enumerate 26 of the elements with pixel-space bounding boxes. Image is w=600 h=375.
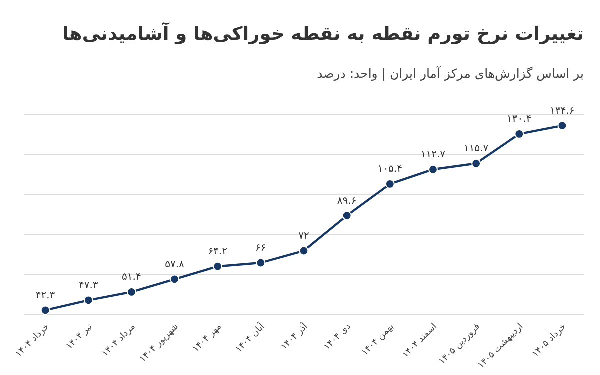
value-label: ۴۲.۳	[36, 290, 56, 302]
xtick: خرداد ۱۴۰۵	[530, 322, 569, 360]
xtick: خرداد ۱۴۰۴	[14, 322, 52, 360]
xtick: بهمن ۱۴۰۴	[360, 322, 396, 358]
value-label: ۸۹.۶	[337, 196, 357, 207]
value-label: ۵۱.۴	[122, 272, 142, 284]
xtick: شهریور ۱۴۰۴	[138, 322, 181, 365]
value-label: ۷۲	[298, 231, 310, 242]
value-label: ۶۶	[256, 243, 266, 254]
value-label: ۱۰۵.۴	[378, 164, 402, 176]
value-label: ۱۳۰.۴	[507, 114, 532, 126]
xtick: تیر ۱۴۰۴	[64, 322, 95, 352]
xtick: آبان ۱۴۰۴	[234, 322, 268, 355]
xtick: دی ۱۴۰۴	[322, 322, 354, 353]
subtitle: بر اساس گزارش‌های مرکز آمار ایران | واحد: درصد	[317, 66, 584, 81]
value-label: ۱۳۴.۶	[550, 106, 575, 117]
title: تغییرات نرخ تورم نقطه به نقطه خوراکی‌ها و آشامیدنی‌ها	[62, 24, 584, 45]
xtick: آذر ۱۴۰۴	[280, 322, 310, 352]
value-label: ۱۱۲.۷	[420, 150, 446, 161]
value-label: ۴۷.۳	[78, 280, 98, 292]
value-label: ۵۷.۸	[165, 259, 184, 270]
value-label: ۶۴.۲	[208, 246, 228, 258]
xtick: اسفند ۱۴۰۴	[401, 322, 440, 360]
xtick: مرداد ۱۴۰۴	[100, 322, 138, 360]
value-label: ۱۱۵.۷	[464, 144, 489, 155]
xtick: مهر ۱۴۰۴	[191, 322, 224, 355]
